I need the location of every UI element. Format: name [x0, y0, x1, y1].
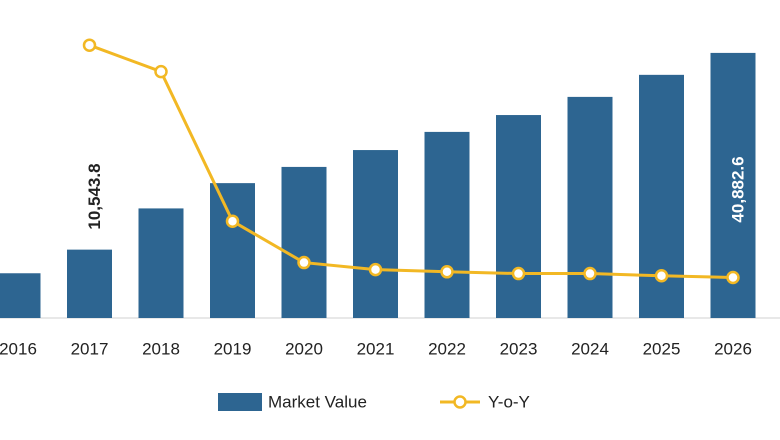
line-marker	[82, 38, 97, 52]
line-marker	[726, 270, 740, 285]
legend-label: Market Value	[268, 392, 367, 411]
bar	[496, 115, 541, 318]
data-label: 40,882.6	[728, 156, 747, 222]
x-tick-label: 2023	[500, 339, 538, 358]
data-label: 10,543.8	[85, 163, 104, 229]
x-tick-label: 2017	[71, 339, 109, 358]
bar	[567, 96, 613, 318]
bar	[281, 166, 327, 318]
legend-swatch	[453, 395, 467, 409]
bar	[210, 183, 255, 318]
x-tick-label: 2019	[214, 339, 252, 358]
line-marker	[225, 214, 240, 228]
x-tick-label: 2016	[0, 339, 37, 358]
bar	[353, 150, 398, 318]
x-tick-label: 2021	[357, 339, 395, 358]
legend-swatch	[218, 393, 262, 411]
x-tick-label: 2022	[428, 339, 466, 358]
line-marker	[154, 64, 168, 79]
bar	[0, 273, 41, 318]
line	[88, 43, 734, 280]
line-marker	[583, 266, 597, 281]
x-tick-label: 2025	[643, 339, 681, 358]
legend-label: Y-o-Y	[488, 392, 530, 411]
line-marker	[368, 262, 383, 277]
x-tick-label: 2020	[285, 339, 323, 358]
line-marker	[654, 269, 669, 283]
x-tick-label: 2018	[142, 339, 180, 358]
bar	[424, 131, 470, 318]
bar	[138, 208, 184, 318]
x-tick-label: 2026	[714, 339, 752, 358]
bar	[67, 249, 112, 318]
line-marker	[511, 266, 526, 281]
line-marker	[440, 265, 454, 279]
line-marker	[297, 255, 311, 270]
x-tick-label: 2024	[571, 339, 609, 358]
